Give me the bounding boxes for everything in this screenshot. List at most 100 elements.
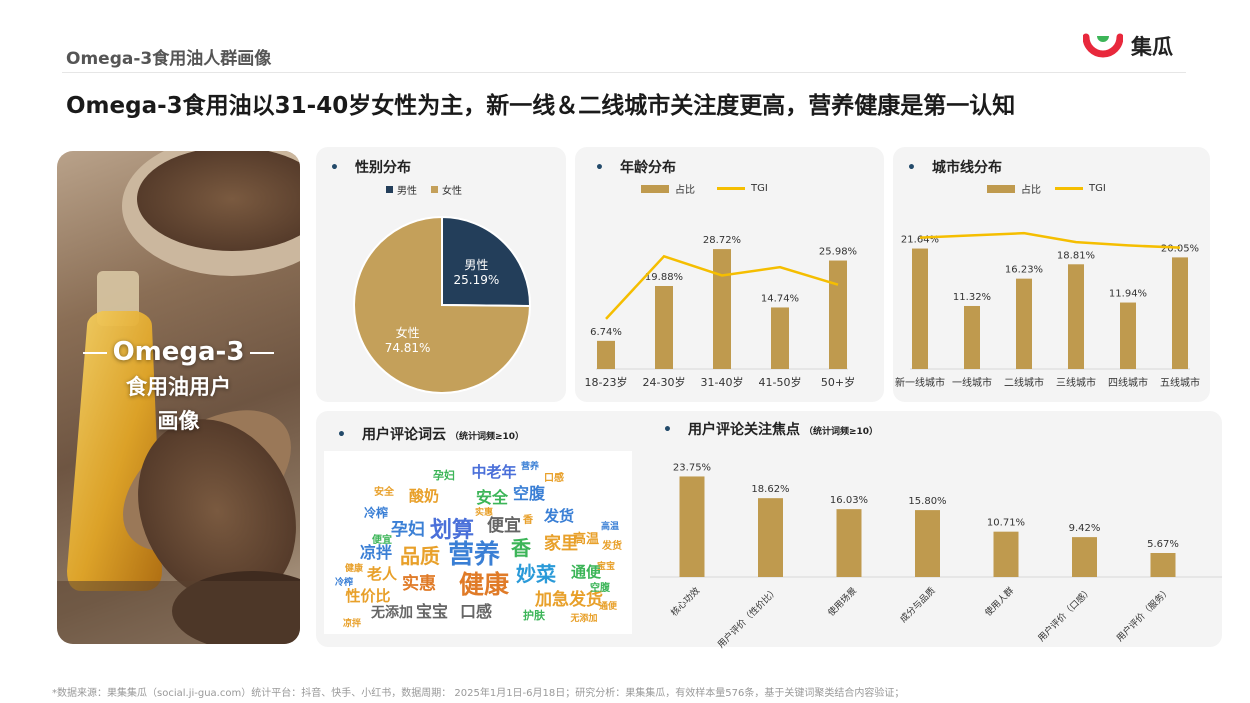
- focus-x-tick-6: 用户评价（服务）: [1114, 585, 1173, 644]
- pie-label-value-1: 74.81%: [385, 341, 431, 355]
- male-legend-swatch: [386, 186, 393, 193]
- city-tgi-legend-label: TGI: [1089, 183, 1106, 194]
- focus-bar-0: [679, 476, 705, 577]
- bar-2: [1016, 278, 1032, 369]
- focus-bar-2: [836, 509, 862, 577]
- x-tick-4: 50+岁: [821, 375, 855, 389]
- word-cloud-term-32: 孕妇: [433, 468, 455, 482]
- word-cloud-term-16: 孕妇: [391, 519, 425, 540]
- word-cloud-term-21: 无添加: [370, 604, 413, 621]
- x-tick-3: 三线城市: [1056, 376, 1096, 389]
- focus-x-tick-5: 用户评价（口感）: [1035, 585, 1094, 644]
- x-tick-2: 31-40岁: [701, 375, 744, 389]
- focus-bar-label-6: 5.67%: [1147, 539, 1179, 550]
- pie-slice-1: [353, 215, 532, 394]
- bar-4: [1120, 302, 1136, 369]
- focus-bar-label-1: 18.62%: [751, 484, 789, 495]
- age-tgi-legend-label: TGI: [751, 183, 768, 194]
- word-cloud-term-1: 健康: [459, 570, 510, 599]
- x-tick-0: 18-23岁: [585, 375, 628, 389]
- x-tick-2: 二线城市: [1004, 376, 1044, 389]
- hero-title-line2: 食用油用户: [126, 375, 231, 399]
- bar-label-4: 11.94%: [1109, 289, 1147, 300]
- x-tick-1: 24-30岁: [643, 375, 686, 389]
- brand-logo-icon: [1082, 33, 1124, 58]
- word-cloud-term-8: 宝宝: [416, 602, 448, 621]
- word-cloud-term-13: 安全: [476, 488, 509, 507]
- bar-label-1: 11.32%: [953, 292, 991, 303]
- word-cloud-term-5: 香: [511, 536, 532, 560]
- word-cloud-term-7: 实惠: [402, 573, 436, 594]
- x-tick-3: 41-50岁: [759, 375, 802, 389]
- gender-panel-title: • 性别分布: [330, 160, 411, 176]
- bar-3: [1068, 264, 1084, 369]
- word-cloud-term-25: 护肤: [523, 608, 546, 622]
- word-cloud-term-11: 家里: [544, 533, 578, 554]
- x-tick-5: 五线城市: [1160, 376, 1200, 389]
- focus-x-tick-1: 用户评价（性价比）: [715, 585, 781, 651]
- bar-4: [829, 260, 847, 369]
- focus-bar-label-0: 23.75%: [673, 462, 711, 473]
- focus-bar-chart: 23.75% 核心功效 18.62% 用户评价（性价比） 16.03% 使用场景 15.80…: [650, 462, 1222, 651]
- word-cloud-term-24: 冷榨: [364, 505, 388, 520]
- focus-x-tick-2: 使用场景: [825, 585, 859, 619]
- female-legend-swatch: [431, 186, 438, 193]
- word-cloud-term-6: 便宜: [487, 515, 521, 536]
- tgi-line: [919, 231, 1181, 249]
- data-source-footnote: *数据来源：果集集瓜（social.ji-gua.com）统计平台：抖音、快手、…: [52, 688, 905, 699]
- page-section-label: Omega-3食用油人群画像: [66, 49, 272, 69]
- age-legend: 占比 TGI: [641, 181, 768, 196]
- word-cloud-term-15: 中老年: [471, 463, 516, 481]
- bar-label-0: 6.74%: [590, 327, 622, 338]
- word-cloud-term-31: 口感: [544, 471, 564, 484]
- bar-0: [597, 340, 615, 369]
- focus-bar-6: [1150, 552, 1176, 577]
- hero-title: Omega-3 食用油用户 画像: [57, 337, 300, 435]
- city-tgi-legend-swatch: [1055, 187, 1083, 190]
- bar-0: [912, 248, 928, 369]
- word-cloud-term-27: 营养: [521, 460, 539, 472]
- age-share-legend-label: 占比: [675, 185, 695, 196]
- bar-3: [771, 307, 789, 369]
- word-cloud-term-37: 无添加: [569, 612, 597, 624]
- city-panel-title: • 城市线分布: [907, 160, 1002, 176]
- word-cloud-term-20: 性价比: [345, 587, 390, 605]
- word-cloud-term-19: 通便: [571, 563, 602, 581]
- word-cloud-term-18: 老人: [366, 565, 398, 583]
- word-cloud-term-39: 通便: [599, 600, 618, 612]
- bar-label-1: 19.88%: [645, 272, 683, 283]
- gender-panel: • 性别分布 男性 女性 男性 25.19% 女性 74.81%: [316, 147, 566, 402]
- focus-bar-5: [1072, 537, 1097, 577]
- word-cloud-term-3: 品质: [400, 544, 440, 568]
- pie-label-name-1: 女性: [396, 325, 420, 340]
- x-tick-4: 四线城市: [1108, 376, 1148, 389]
- gender-legend: 男性 女性: [386, 182, 462, 197]
- city-share-legend-label: 占比: [1021, 185, 1041, 196]
- bar-label-2: 16.23%: [1005, 265, 1043, 276]
- bar-2: [713, 249, 731, 369]
- x-tick-0: 新一线城市: [895, 376, 945, 389]
- word-cloud-term-30: 空腹: [590, 581, 611, 594]
- word-cloud-term-4: 妙菜: [516, 562, 556, 586]
- word-cloud-term-22: 酸奶: [409, 487, 439, 505]
- word-cloud: 营养 健康 划算 品质 妙菜香便宜 实惠 宝宝 口感 加急发货 家里 发货 安全 空腹 中老年 孕妇 凉拌 老人…: [324, 451, 632, 634]
- age-bar-line-chart: 6.74% 18-23岁 19.88% 24-30岁 28.72% 31-40岁 14.74…: [585, 235, 858, 389]
- pie-slice-0: [441, 215, 531, 308]
- bar-1: [655, 286, 673, 369]
- page-headline: Omega-3食用油以31-40岁女性为主，新一线＆二线城市关注度更高，营养健康…: [66, 93, 1016, 119]
- word-cloud-term-40: 香: [523, 513, 533, 526]
- city-bar-line-chart: 21.64% 新一线城市 11.32% 一线城市 16.23% 二线城市 18.81% 三线城…: [895, 231, 1200, 389]
- word-cloud-term-12: 发货: [543, 507, 574, 525]
- word-cloud-term-41: 便宜: [372, 533, 392, 546]
- x-tick-1: 一线城市: [952, 376, 992, 389]
- word-cloud-term-0: 营养: [448, 539, 500, 570]
- hero-image-card: Omega-3 食用油用户 画像: [57, 151, 300, 644]
- female-legend-label: 女性: [442, 186, 462, 197]
- city-share-legend-swatch: [987, 184, 1015, 193]
- age-panel: • 年龄分布 占比 TGI 6.74% 18-23岁 19.88% 24-30岁 28.7…: [575, 147, 884, 402]
- cloud-panel-title: • 用户评论词云 （统计词频≥10）: [337, 427, 525, 443]
- bar-label-3: 18.81%: [1057, 250, 1095, 261]
- word-cloud-term-36: 凉拌: [343, 617, 361, 629]
- word-cloud-term-38: 高温: [601, 520, 619, 532]
